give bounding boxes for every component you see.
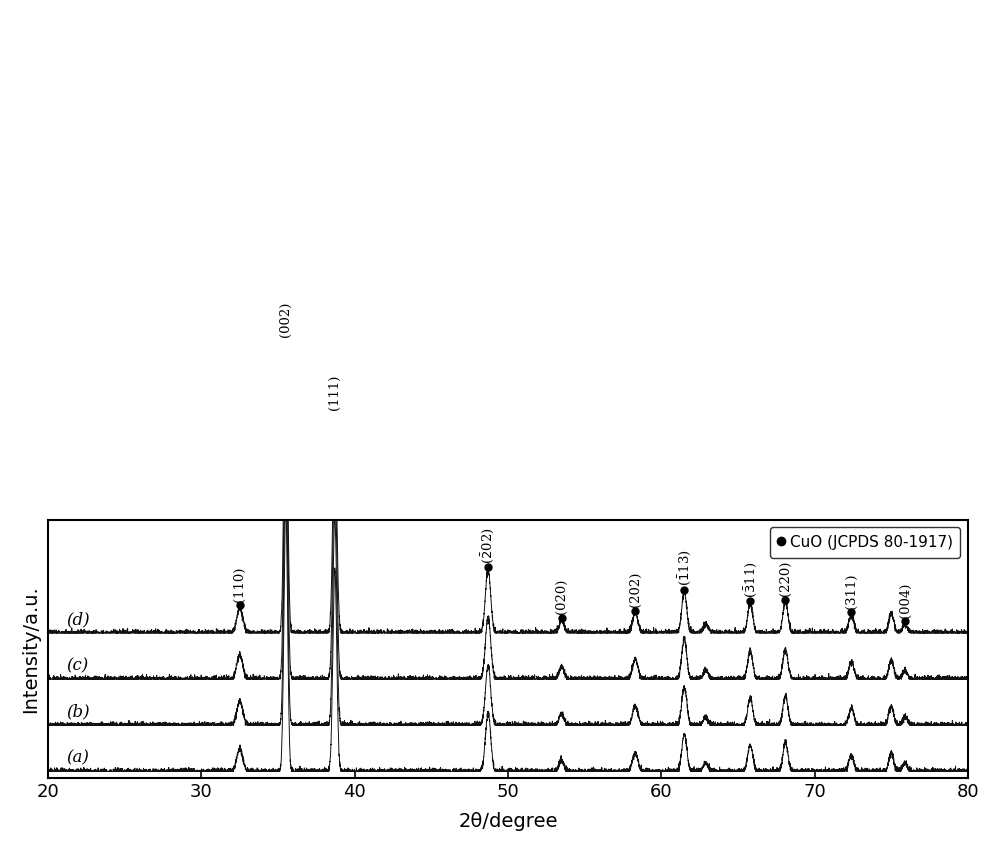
Text: ($\bar{2}$02): ($\bar{2}$02) <box>480 527 496 564</box>
Text: ($\bar{3}$11): ($\bar{3}$11) <box>742 561 759 598</box>
Text: ($\bar{1}$13): ($\bar{1}$13) <box>676 550 693 586</box>
Text: (c): (c) <box>67 657 89 674</box>
Text: (111): (111) <box>328 374 341 410</box>
Legend: CuO (JCPDS 80-1917): CuO (JCPDS 80-1917) <box>770 527 960 558</box>
Text: (002): (002) <box>279 302 292 337</box>
Text: (220): (220) <box>779 561 792 596</box>
Text: (a): (a) <box>67 750 89 767</box>
Text: (110): (110) <box>233 567 246 602</box>
Text: (020): (020) <box>555 579 568 614</box>
Y-axis label: Intensity/a.u.: Intensity/a.u. <box>21 585 40 713</box>
Text: (004): (004) <box>899 583 912 618</box>
Text: (202): (202) <box>629 572 642 607</box>
Text: (b): (b) <box>67 703 90 720</box>
Text: (d): (d) <box>67 611 90 628</box>
Text: (311): (311) <box>845 573 858 609</box>
X-axis label: 2θ/degree: 2θ/degree <box>458 812 558 832</box>
